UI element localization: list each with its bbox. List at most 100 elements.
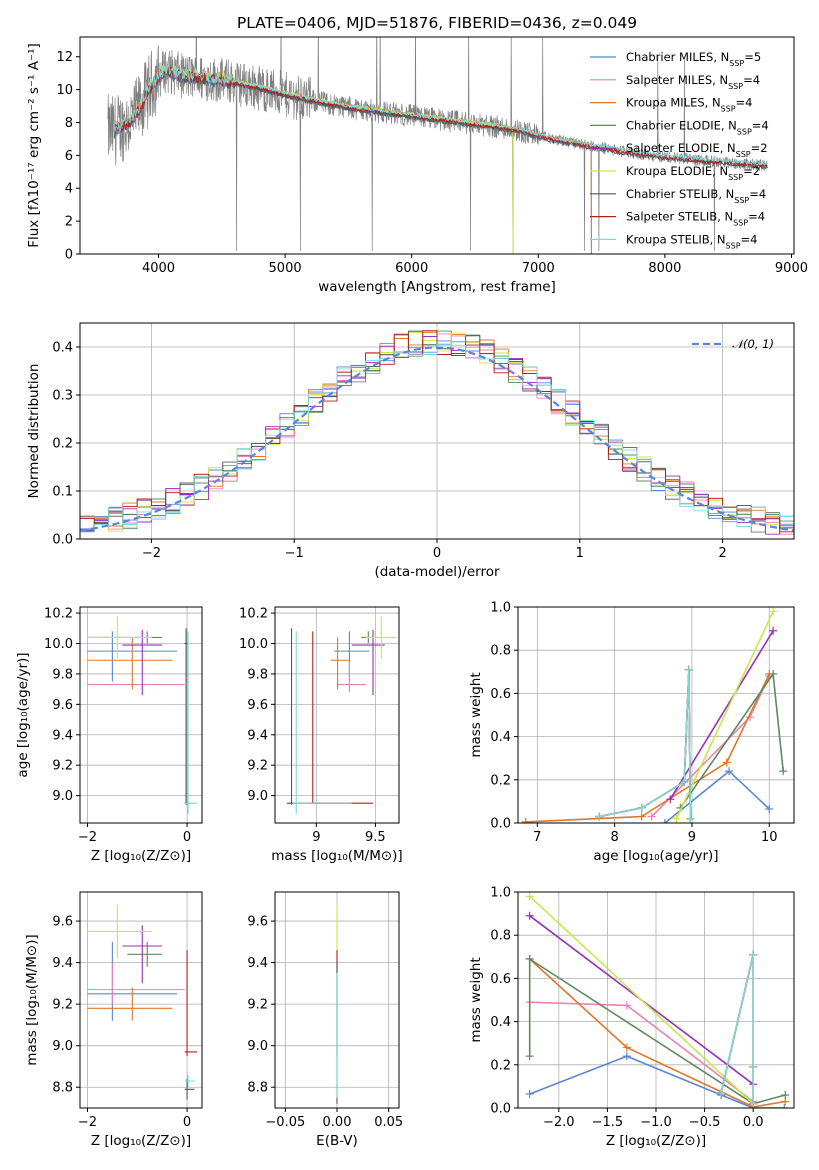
- y-axis-label: age [log₁₀(age/yr)]: [15, 652, 31, 777]
- age_vs_mass-frame: [274, 606, 400, 824]
- x-tick-label: 0: [433, 546, 441, 561]
- mass_vs_z-plot-area: [87, 904, 198, 1100]
- histogram-kroupa_stelib: [80, 343, 794, 533]
- legend-label-salpeter_stelib: Salpeter STELIB, NSSP=4: [626, 210, 765, 228]
- x-tick-label: 1: [576, 546, 584, 561]
- legend-label-chabrier_stelib: Chabrier STELIB, NSSP=4: [626, 187, 766, 205]
- y-tick-label: 0.8: [490, 644, 511, 659]
- y-tick-label: 9.2: [247, 998, 268, 1013]
- y-axis-label: mass [log₁₀(M/M⊙)]: [24, 934, 40, 1065]
- x-tick-label: 0.00: [323, 1115, 352, 1130]
- x-tick-label: −2.0: [543, 1115, 575, 1130]
- y-tick-label: 0.2: [490, 773, 511, 788]
- x-tick-label: 0.05: [374, 1115, 403, 1130]
- x-axis-label: age [log₁₀(age/yr)]: [593, 848, 718, 864]
- x-tick-label: 7000: [522, 261, 555, 276]
- y-axis-label: mass weight: [468, 957, 484, 1042]
- y-tick-label: 9.0: [52, 1039, 73, 1054]
- y-tick-label: 9.8: [52, 667, 73, 682]
- y-tick-label: 9.6: [52, 915, 73, 930]
- x-tick-label: −1.5: [592, 1115, 624, 1130]
- x-tick-label: −2: [142, 546, 161, 561]
- y-tick-label: 9.2: [52, 759, 73, 774]
- y-tick-label: 9.0: [52, 789, 73, 804]
- legend-label-chabrier_miles: Chabrier MILES, NSSP=5: [626, 50, 761, 68]
- weight-line-salpeter_elodie: [669, 630, 774, 800]
- weight-line-kroupa_miles: [525, 673, 771, 823]
- y-tick-label: 9.6: [52, 698, 73, 713]
- y-tick-label: 9.2: [52, 998, 73, 1013]
- x-tick-label: 2: [718, 546, 726, 561]
- y-tick-label: 8.8: [52, 1081, 73, 1096]
- y-tick-label: 10.0: [239, 637, 268, 652]
- y-tick-label: 0.0: [490, 817, 511, 832]
- x-tick-label: 8: [610, 830, 618, 845]
- y-tick-label: 9.6: [247, 698, 268, 713]
- y-tick-label: 0.6: [490, 687, 511, 702]
- x-axis-label: mass [log₁₀(M/M⊙)]: [271, 848, 402, 864]
- y-tick-label: 9.4: [52, 956, 73, 971]
- x-tick-label: 5000: [269, 261, 302, 276]
- spectrum-title: PLATE=0406, MJD=51876, FIBERID=0436, z=0…: [237, 14, 637, 32]
- y-tick-label: 0.2: [52, 437, 73, 452]
- y-tick-label: 0.6: [490, 972, 511, 987]
- normal-distribution-curve: [80, 346, 794, 532]
- y-tick-label: 0.4: [490, 730, 511, 745]
- x-tick-label: 7: [533, 830, 541, 845]
- y-tick-label: 8.8: [247, 1081, 268, 1096]
- y-tick-label: 10.0: [44, 637, 73, 652]
- x-axis-label: Z [log₁₀(Z/Z⊙)]: [91, 1133, 191, 1149]
- x-tick-label: −2: [78, 1115, 97, 1130]
- y-axis-label: Flux [fλ10⁻¹⁷ erg cm⁻² s⁻¹ A⁻¹]: [26, 43, 42, 248]
- y-tick-label: 0.0: [52, 533, 73, 548]
- y-tick-label: 9.4: [52, 728, 73, 743]
- legend-label-salpeter_elodie: Salpeter ELODIE, NSSP=2: [626, 141, 768, 159]
- legend-label-chabrier_elodie: Chabrier ELODIE, NSSP=4: [626, 118, 769, 136]
- x-axis-label: (data-model)/error: [374, 564, 500, 580]
- weight-line-kroupa_elodie: [675, 610, 774, 820]
- weight-line-kroupa_elodie: [529, 895, 754, 1105]
- x-tick-label: 0: [183, 830, 191, 845]
- weight-line-kroupa_miles: [529, 958, 786, 1108]
- y-axis-label: Normed distribution: [26, 364, 42, 499]
- y-tick-label: 10.2: [44, 607, 73, 622]
- legend-label-salpeter_miles: Salpeter MILES, NSSP=4: [626, 73, 760, 91]
- y-tick-label: 1.0: [490, 601, 511, 616]
- age_vs_z-plot-area: [87, 616, 198, 814]
- histogram-salpeter_stelib: [80, 330, 794, 533]
- weight-line-kroupa_stelib: [720, 953, 755, 1104]
- weight_vs_z-plot-area: [525, 892, 790, 1108]
- y-tick-label: 10: [56, 83, 73, 98]
- y-tick-label: 0.4: [52, 341, 73, 356]
- y-tick-label: 0.8: [490, 929, 511, 944]
- spectrum-plot-area: [107, 37, 768, 254]
- weight-line-chabrier_elodie: [528, 958, 786, 1105]
- legend-label-normal: 𝒩(0, 1): [732, 337, 774, 351]
- x-axis-label: Z [log₁₀(Z/Z⊙)]: [91, 848, 191, 864]
- x-tick-label: 6000: [395, 261, 428, 276]
- spectrum-frame: [79, 36, 795, 255]
- x-tick-label: 0.0: [743, 1115, 764, 1130]
- x-tick-label: 9000: [775, 261, 808, 276]
- legend-label-kroupa_stelib: Kroupa STELIB, NSSP=4: [626, 232, 757, 250]
- y-tick-label: 12: [56, 50, 73, 65]
- legend-label-kroupa_elodie: Kroupa ELODIE, NSSP=2: [626, 164, 760, 182]
- y-tick-label: 10.2: [239, 607, 268, 622]
- y-tick-label: 0.4: [490, 1015, 511, 1030]
- y-tick-label: 9.8: [247, 667, 268, 682]
- y-tick-label: 4: [65, 182, 73, 197]
- y-tick-label: 9.6: [247, 915, 268, 930]
- y-tick-label: 0.1: [52, 485, 73, 500]
- x-axis-label: wavelength [Angstrom, rest frame]: [318, 279, 556, 295]
- y-tick-label: 0.2: [490, 1058, 511, 1073]
- y-tick-label: 9.4: [247, 956, 268, 971]
- x-tick-label: 9: [312, 830, 320, 845]
- age_vs_z-frame: [79, 606, 203, 824]
- y-axis-label: mass weight: [468, 672, 484, 757]
- residuals-plot-area: [80, 330, 794, 535]
- x-axis-label: Z [log₁₀(Z/Z⊙)]: [606, 1133, 706, 1149]
- x-tick-label: −1: [285, 546, 304, 561]
- y-tick-label: 9.0: [247, 1039, 268, 1054]
- x-tick-label: 4000: [142, 261, 175, 276]
